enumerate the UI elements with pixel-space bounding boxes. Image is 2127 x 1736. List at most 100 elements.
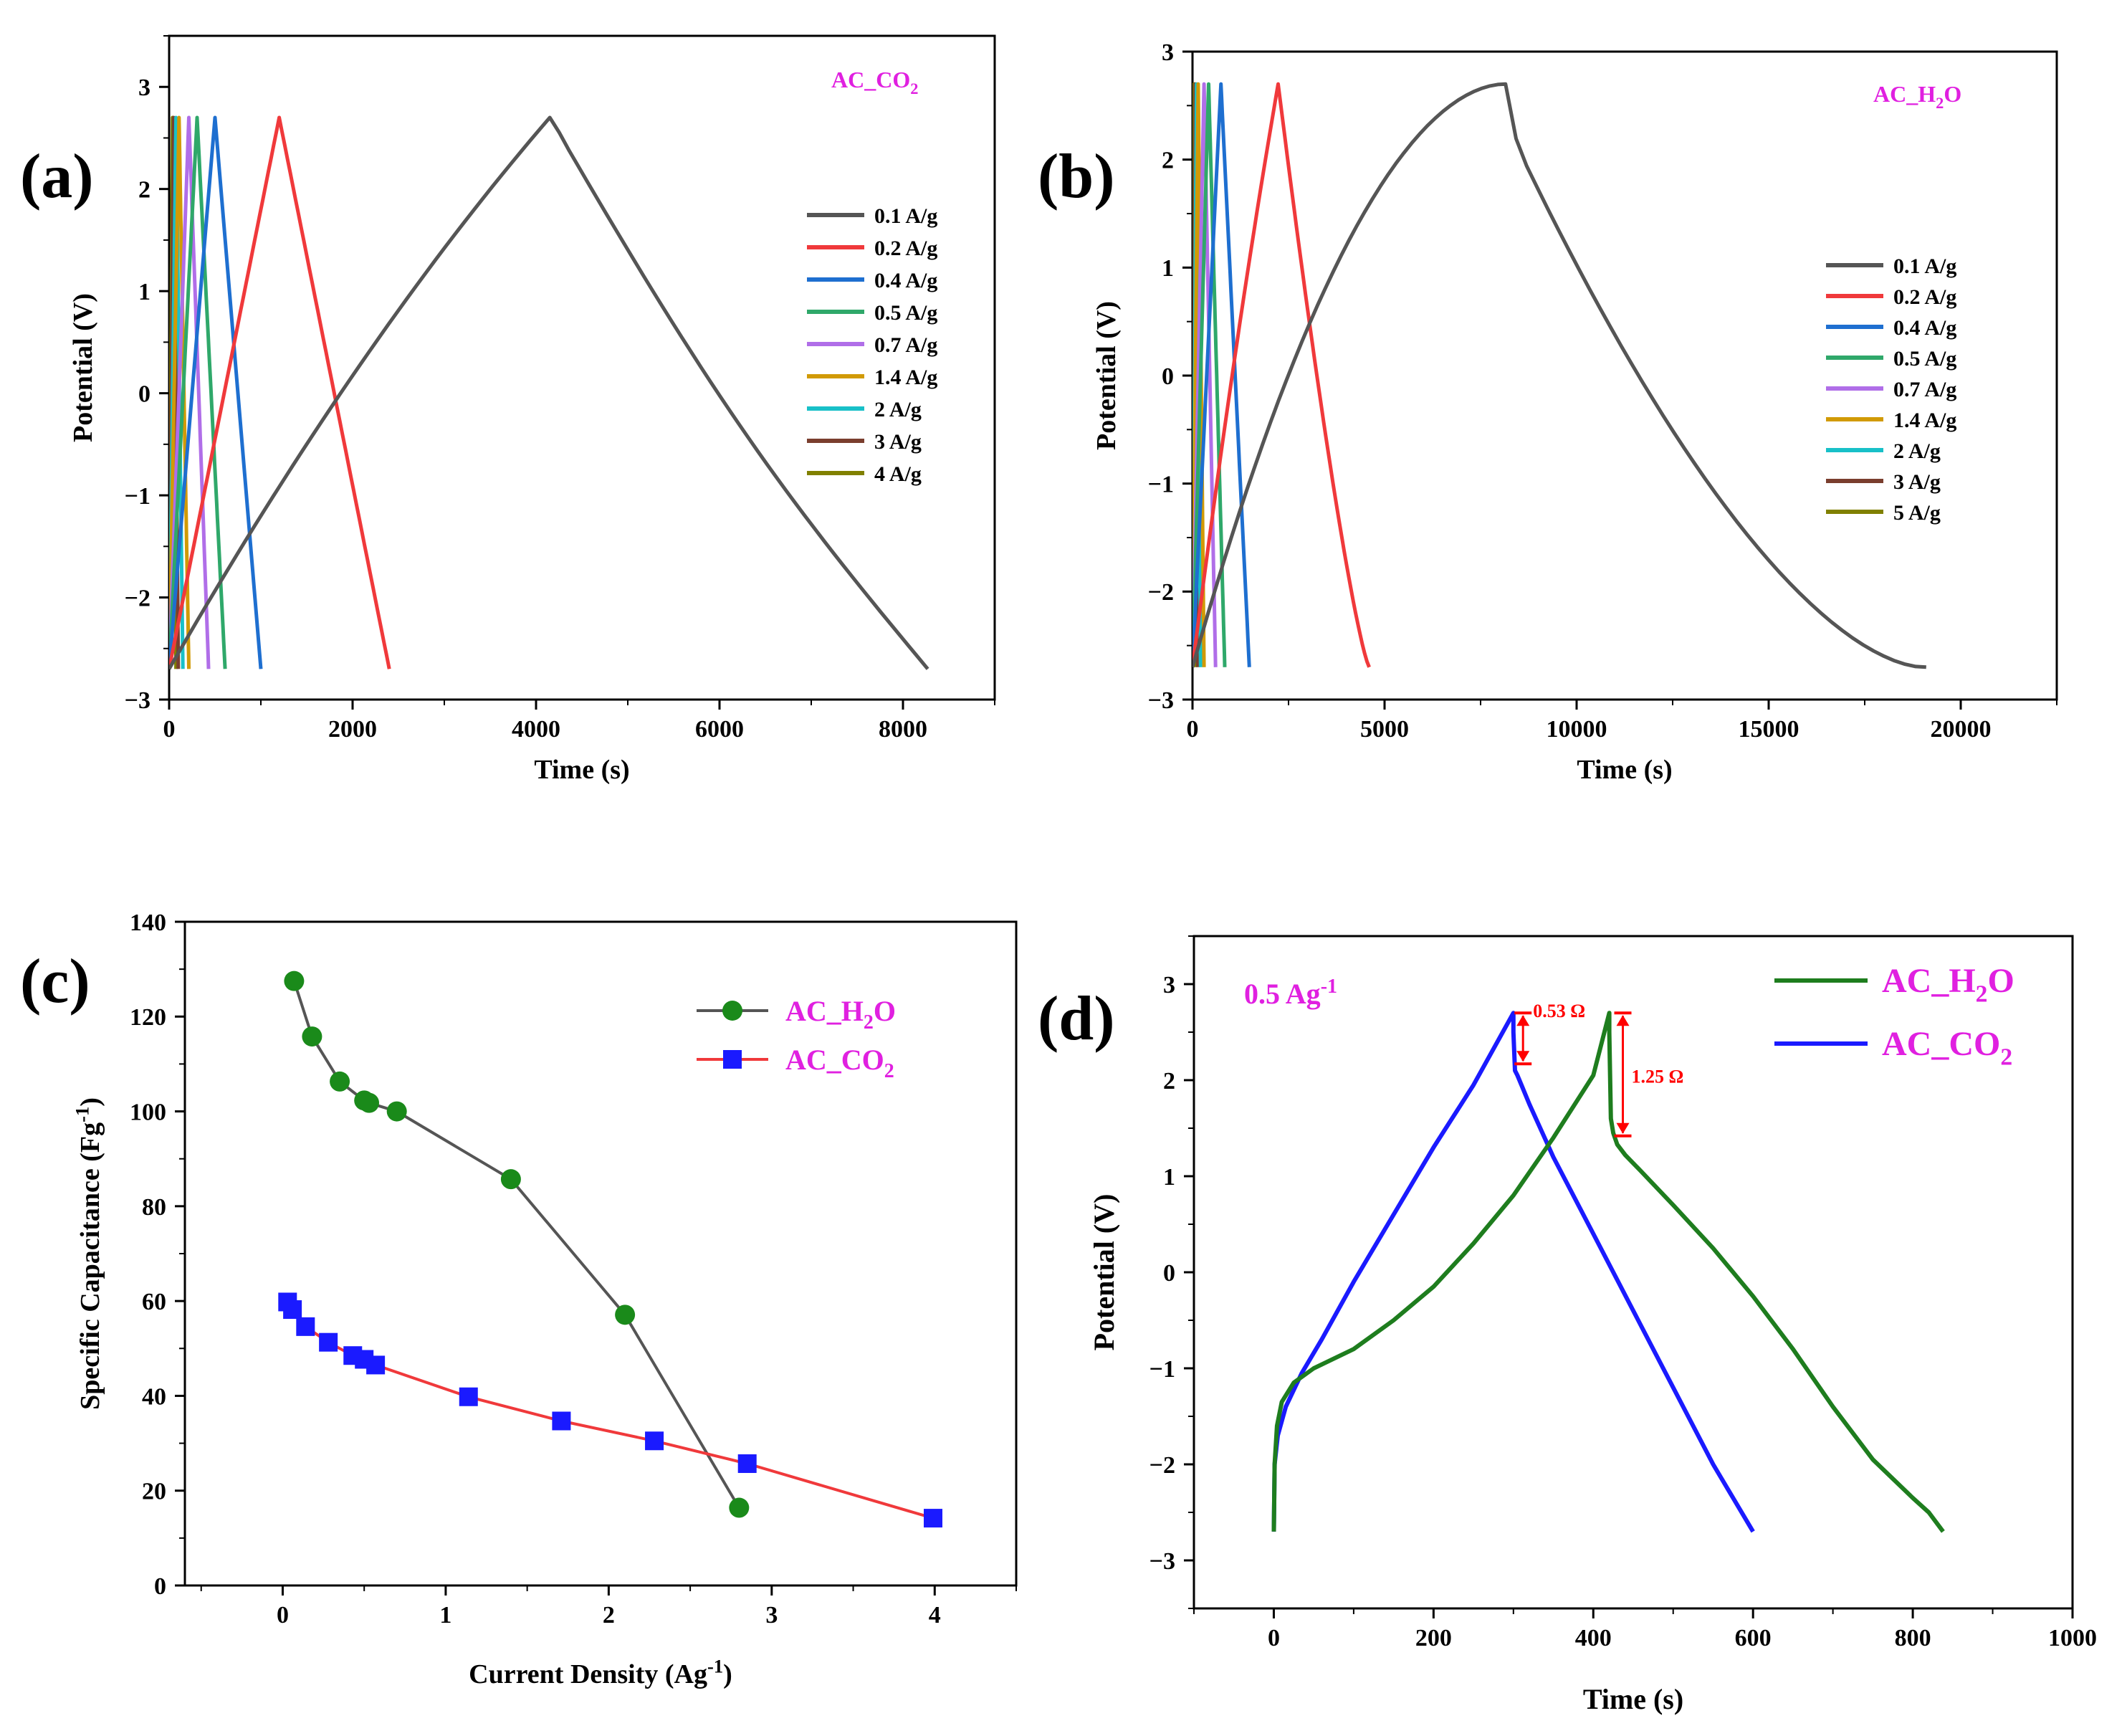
- x-tick-label: 1: [439, 1602, 451, 1628]
- y-tick-label: 2: [1163, 1068, 1175, 1094]
- series-line: [169, 115, 227, 669]
- data-point: [284, 970, 305, 991]
- y-axis-title-group: Specific Capacitance (Fg-1): [72, 1097, 105, 1410]
- data-point: [459, 1387, 478, 1406]
- x-tick-label: 1000: [2048, 1625, 2097, 1651]
- legend-label: 5 A/g: [1893, 501, 1941, 525]
- data-point: [615, 1305, 636, 1325]
- y-tick-label: 1: [1162, 255, 1174, 282]
- plot-frame: [168, 34, 996, 701]
- legend-label: 1.4 A/g: [1893, 409, 1956, 432]
- x-axis-title: Current Density (Ag-1): [469, 1656, 732, 1689]
- y-tick-label: −2: [1148, 579, 1174, 606]
- x-axis-title: Time (s): [534, 755, 629, 785]
- legend-label: 0.1 A/g: [1893, 254, 1956, 278]
- series-line: [169, 115, 391, 669]
- panel-d: (d) 0 200 400 600 800 1000 −3 −2 −1 0 1 2 3 Time (s) Po…: [1038, 935, 2097, 1715]
- data-point: [924, 1509, 942, 1528]
- x-tick-label: 10000: [1547, 716, 1607, 743]
- y-tick-label: 100: [130, 1099, 166, 1125]
- x-tick-label: 20000: [1931, 716, 1992, 743]
- y-tick-label: 0: [1162, 363, 1174, 390]
- series-line: [1192, 82, 1251, 667]
- data-point: [302, 1026, 322, 1047]
- ir-drop-arrowhead: [1616, 1122, 1630, 1134]
- data-point: [645, 1431, 664, 1451]
- x-tick-label: 800: [1895, 1625, 1931, 1651]
- legend-label: 2 A/g: [874, 398, 922, 421]
- y-tick-label: 2: [138, 177, 150, 204]
- y-tick-label: −3: [125, 687, 150, 714]
- data-point: [330, 1071, 350, 1092]
- series-line: [1192, 82, 1926, 669]
- y-tick-label: 0: [154, 1573, 166, 1600]
- y-tick-label: 140: [130, 910, 166, 936]
- y-tick-label: 3: [138, 75, 150, 101]
- x-tick-label: 2: [603, 1602, 615, 1628]
- panel-a: (a) 0 2000 4000 6000 8000 −3 −2 −1 0 1 2 3 Time (s) Po…: [20, 34, 996, 785]
- legend-label: 3 A/g: [1893, 470, 1941, 494]
- data-point: [319, 1332, 338, 1352]
- legend-label: AC_H2O: [1882, 962, 2014, 1007]
- x-tick-label: 0: [1268, 1625, 1280, 1651]
- y-tick-label: 80: [142, 1194, 166, 1221]
- series-line: [169, 115, 263, 669]
- legend-label: 0.2 A/g: [874, 237, 937, 260]
- legend-label: 0.4 A/g: [1893, 316, 1956, 340]
- legend-label: AC_CO2: [785, 1044, 894, 1082]
- legend-label: AC_CO2: [1882, 1025, 2012, 1070]
- data-point: [737, 1454, 757, 1474]
- series-line: [1192, 82, 1371, 668]
- x-tick-label: 6000: [695, 716, 744, 743]
- legend-label: 0.2 A/g: [1893, 285, 1956, 309]
- y-axis-title: Potential (V): [68, 293, 98, 442]
- data-point: [283, 1300, 302, 1320]
- series-group: [169, 115, 929, 670]
- legend-label: 1.4 A/g: [874, 366, 937, 389]
- panel-annotation: 0.5 Ag-1: [1244, 976, 1337, 1010]
- panel-label: (d): [1038, 984, 1115, 1054]
- x-axis-title: Time (s): [1583, 1683, 1683, 1715]
- y-axis-title-group: Potential (V): [1091, 301, 1122, 450]
- series-line: [169, 115, 929, 670]
- y-tick-label: 40: [142, 1383, 166, 1410]
- x-tick-label: 15000: [1739, 716, 1799, 743]
- x-tick-label: 2000: [328, 716, 377, 743]
- legend-marker: [722, 1001, 742, 1021]
- panel-annotation: AC_CO2: [831, 67, 918, 97]
- ir-drop-arrowhead: [1516, 1051, 1530, 1062]
- data-point: [500, 1169, 521, 1190]
- y-tick-label: 20: [142, 1479, 166, 1505]
- x-tick-label: 0: [163, 716, 176, 743]
- y-tick-label: 1: [1163, 1164, 1175, 1191]
- y-tick-label: −1: [125, 483, 150, 510]
- x-axis-title: Time (s): [1577, 755, 1672, 785]
- legend-label: AC_H2O: [785, 995, 896, 1034]
- y-tick-label: −1: [1148, 472, 1174, 498]
- ir-drop-arrowhead: [1516, 1015, 1530, 1026]
- data-point: [386, 1101, 407, 1122]
- legend-label: 0.1 A/g: [874, 204, 937, 228]
- y-tick-label: −3: [1148, 687, 1174, 714]
- series-group: [1192, 82, 1926, 669]
- panel-label: (a): [20, 142, 94, 211]
- data-point: [729, 1497, 750, 1518]
- x-tick-label: 0: [277, 1602, 289, 1628]
- legend-label: 4 A/g: [874, 462, 922, 486]
- x-tick-label: 600: [1735, 1625, 1772, 1651]
- panel-label: (b): [1038, 142, 1115, 211]
- ir-drop-label: 0.53 Ω: [1533, 1001, 1585, 1021]
- panel-b: (b) 0 5000 10000 15000 20000 −3 −2 −1 0 1 2 3 Time (s…: [1038, 39, 2058, 785]
- y-tick-label: −1: [1149, 1356, 1175, 1383]
- panel-label: (c): [20, 947, 90, 1016]
- y-tick-label: 1: [138, 279, 150, 305]
- series-line: [169, 115, 211, 669]
- legend-label: 2 A/g: [1893, 439, 1941, 463]
- y-axis-title: Potential (V): [1088, 1194, 1120, 1351]
- y-tick-label: −2: [1149, 1452, 1175, 1479]
- legend-label: 0.5 A/g: [874, 301, 937, 325]
- panel-annotation: AC_H2O: [1873, 81, 1961, 112]
- data-point: [359, 1092, 380, 1113]
